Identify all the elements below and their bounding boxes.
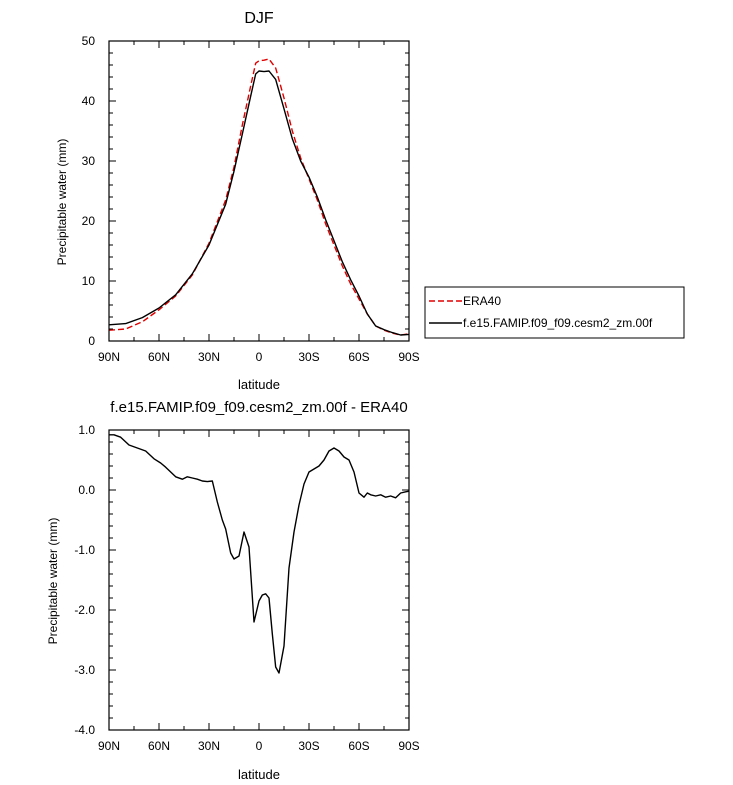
y-tick-label-0: 30 <box>82 154 96 168</box>
legend-box <box>424 286 685 339</box>
y-tick-label-1: 1.0 <box>78 423 95 437</box>
bottom-plot-area: 90N 60N 30N 0 30S 60S 90S -4.0 -3.0 -2.0 -1.0 0.0 1.… <box>74 423 419 753</box>
top-chart-xlabel: latitude <box>238 377 280 392</box>
bottom-chart: f.e15.FAMIP.f09_f09.cesm2_zm.00f - ERA40… <box>46 399 420 782</box>
legend-label-era40: ERA40 <box>463 294 501 308</box>
x-tick-label-0: 60N <box>148 350 170 364</box>
x-tick-label-1: 0 <box>256 739 263 753</box>
plot-frame-1 <box>108 429 410 731</box>
top-chart: DJF 90N 60N 30N 0 30S 60S 90S 0 10 20 30 40 50 latit… <box>55 10 420 392</box>
y-tick-label-1: -2.0 <box>74 603 95 617</box>
y-tick-label-1: 0.0 <box>78 483 95 497</box>
x-tick-label-0: 60S <box>348 350 369 364</box>
legend-label-model: f.e15.FAMIP.f09_f09.cesm2_zm.00f <box>463 316 653 330</box>
x-tick-label-0: 0 <box>256 350 263 364</box>
bottom-chart-xlabel: latitude <box>238 767 280 782</box>
top-chart-title: DJF <box>244 10 274 27</box>
series-line-0-0 <box>108 58 410 336</box>
top-plot-area: 90N 60N 30N 0 30S 60S 90S 0 10 20 30 40 50 <box>82 34 420 364</box>
x-tick-label-1: 90N <box>98 739 120 753</box>
y-tick-label-0: 40 <box>82 94 96 108</box>
series-line-1-0 <box>109 434 410 674</box>
y-tick-label-0: 0 <box>88 334 95 348</box>
x-tick-label-0: 90S <box>398 350 419 364</box>
y-tick-label-1: -1.0 <box>74 543 95 557</box>
plot-frame-0 <box>108 40 410 342</box>
legend: ERA40 f.e15.FAMIP.f09_f09.cesm2_zm.00f <box>424 286 685 339</box>
x-tick-label-0: 30N <box>198 350 220 364</box>
top-chart-ylabel: Precipitable water (mm) <box>55 139 69 266</box>
y-tick-label-0: 50 <box>82 34 96 48</box>
x-tick-label-1: 60S <box>348 739 369 753</box>
x-tick-label-1: 30S <box>298 739 319 753</box>
x-tick-label-1: 30N <box>198 739 220 753</box>
x-tick-label-1: 90S <box>398 739 419 753</box>
x-tick-label-0: 90N <box>98 350 120 364</box>
y-tick-label-1: -4.0 <box>74 723 95 737</box>
y-tick-label-0: 10 <box>82 274 96 288</box>
bottom-chart-title: f.e15.FAMIP.f09_f09.cesm2_zm.00f - ERA40 <box>110 399 407 416</box>
x-tick-label-1: 60N <box>148 739 170 753</box>
x-tick-label-0: 30S <box>298 350 319 364</box>
bottom-chart-ylabel: Precipitable water (mm) <box>46 518 60 645</box>
series-line-0-1 <box>108 70 410 336</box>
y-tick-label-0: 20 <box>82 214 96 228</box>
y-tick-label-1: -3.0 <box>74 663 95 677</box>
